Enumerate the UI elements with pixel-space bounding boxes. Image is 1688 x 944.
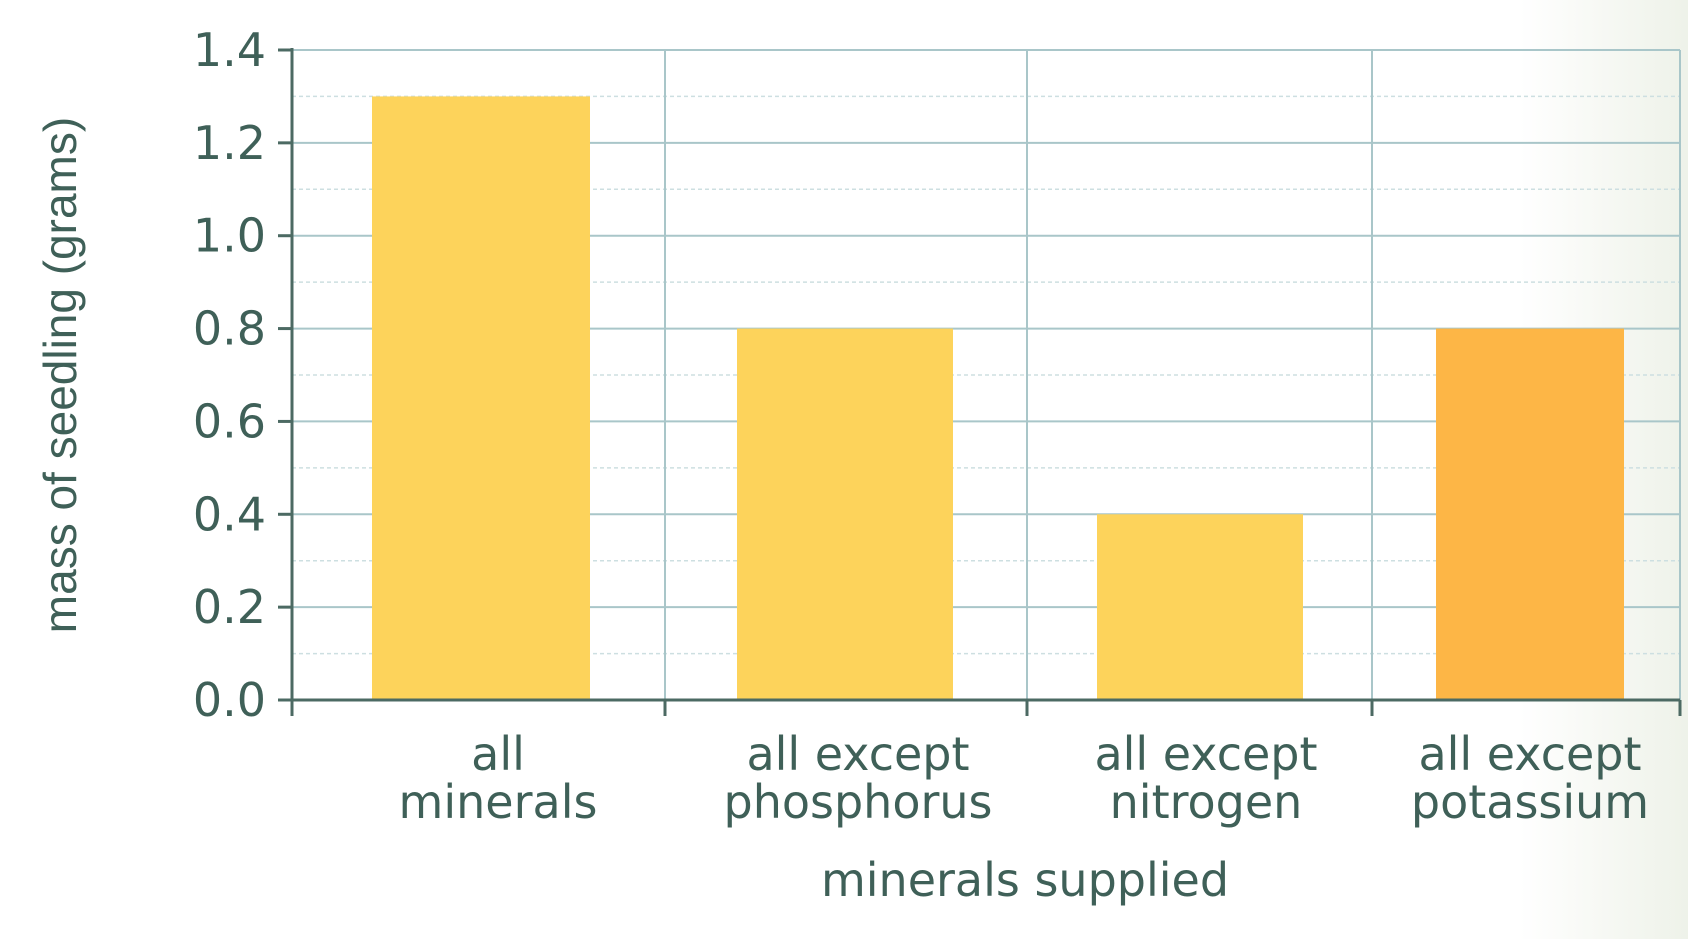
y-tick-label: 0.0: [193, 673, 266, 727]
bar: [1097, 514, 1303, 700]
x-axis-label: minerals supplied: [821, 853, 1229, 907]
bar: [737, 328, 953, 700]
axes: [278, 48, 1682, 716]
bar: [372, 96, 590, 700]
y-tick-label: 0.8: [193, 302, 266, 356]
x-category-label: all except: [746, 727, 969, 781]
x-category-label: minerals: [399, 775, 598, 829]
bars: [372, 96, 1624, 700]
x-category-label: all except: [1094, 727, 1317, 781]
y-tick-label: 1.2: [193, 116, 266, 170]
y-axis-label: mass of seedling (grams): [34, 117, 86, 633]
y-tick-label: 1.4: [193, 23, 266, 77]
x-category-label: all: [471, 727, 525, 781]
y-tick-label: 1.0: [193, 209, 266, 263]
bar: [1436, 328, 1624, 700]
x-category-label: phosphorus: [724, 775, 993, 829]
y-tick-label: 0.6: [193, 394, 266, 448]
y-tick-labels: 0.0 0.2 0.4 0.6 0.8 1.0 1.2 1.4: [193, 23, 266, 727]
x-category-label: all except: [1418, 727, 1641, 781]
y-tick-label: 0.2: [193, 580, 266, 634]
x-category-label: nitrogen: [1110, 775, 1303, 829]
y-tick-label: 0.4: [193, 487, 266, 541]
x-category-label: potassium: [1411, 775, 1649, 829]
